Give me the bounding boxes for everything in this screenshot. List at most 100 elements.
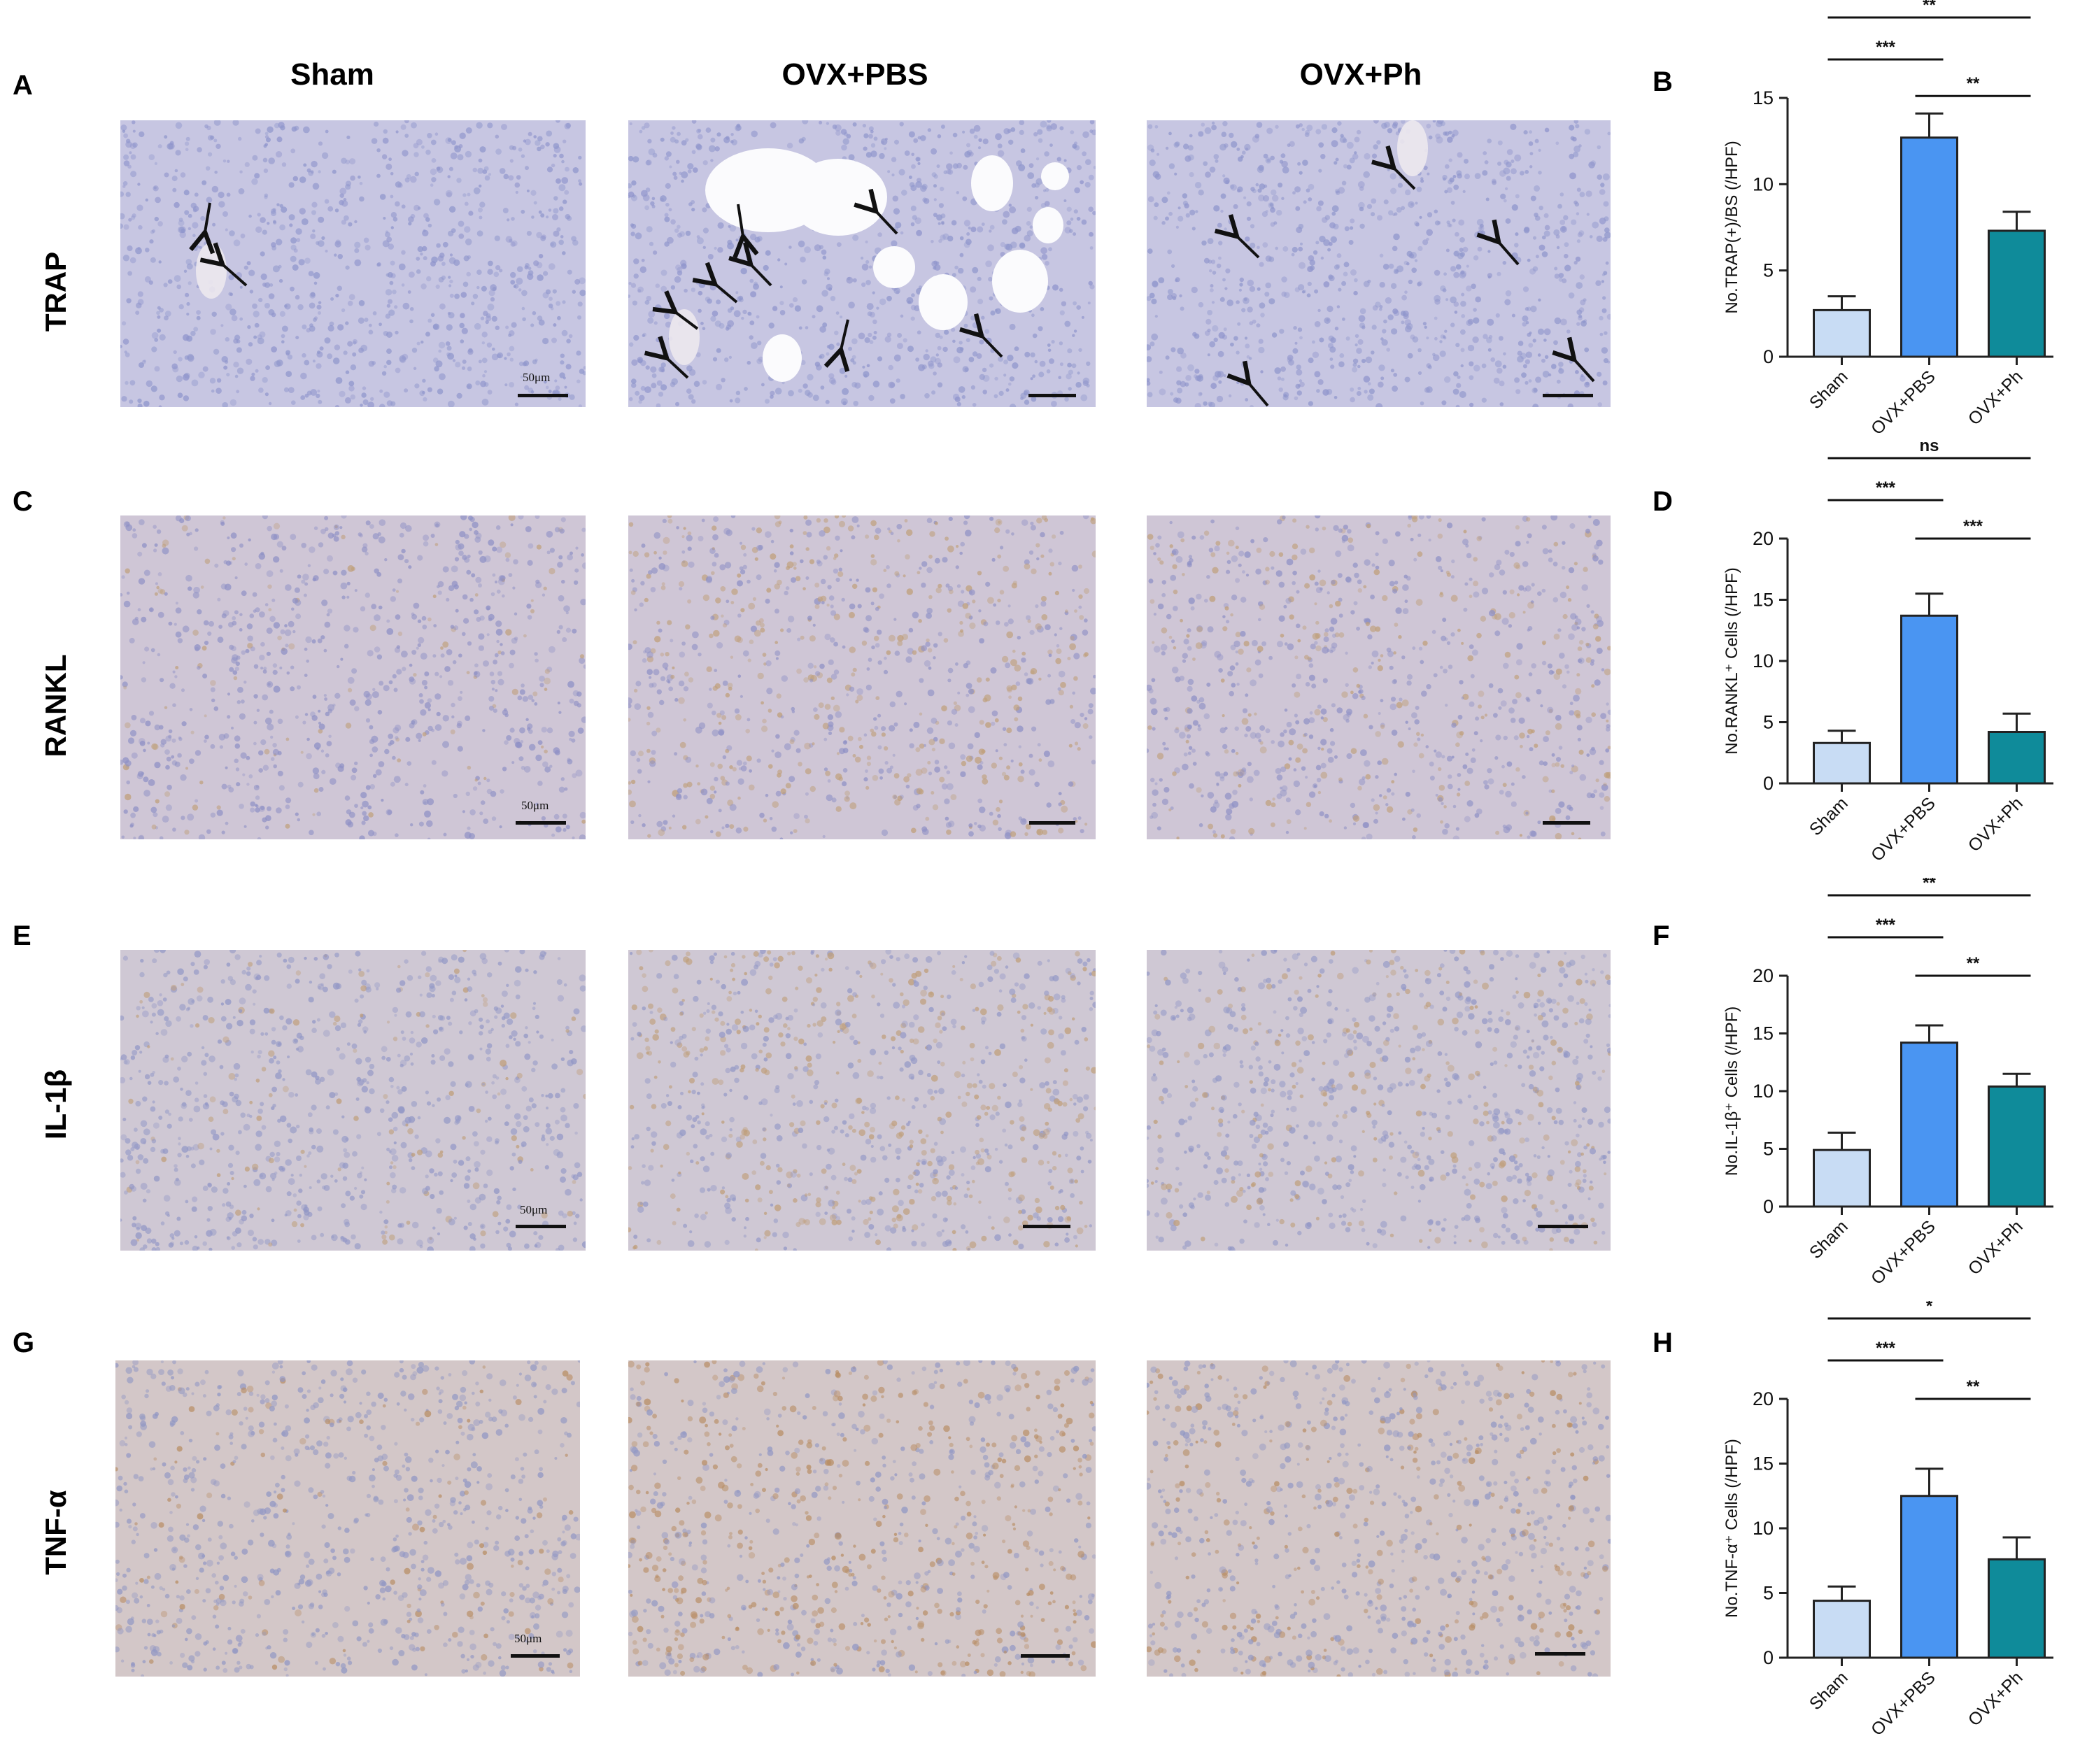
bar-ovx-ph: [1988, 1085, 2046, 1208]
y-axis-label: No.IL-1β⁺ Cells (/HPF): [1722, 1007, 1741, 1176]
x-tick-label: OVX+PBS: [1867, 367, 1939, 439]
x-tick-label: Sham: [1806, 367, 1852, 413]
panel-letter-g: G: [13, 1328, 35, 1358]
arrow-icon: [1226, 360, 1269, 407]
bar-sham: [1813, 741, 1871, 785]
panel-letter-a: A: [13, 70, 33, 101]
x-tick-label: OVX+PBS: [1867, 793, 1939, 865]
significance-label: **: [1923, 0, 1936, 15]
bar-sham: [1813, 308, 1871, 358]
y-tick-label: 15: [1753, 1023, 1774, 1044]
y-tick-label: 10: [1753, 1081, 1774, 1102]
significance-label: **: [1923, 878, 1936, 892]
arrow-icon: [1552, 336, 1595, 383]
panel-letter-b: B: [1653, 66, 1673, 97]
y-tick-label: 10: [1753, 1518, 1774, 1539]
scale-bar: [511, 1654, 560, 1658]
significance-label: ns: [1919, 441, 1939, 455]
x-tick-label: Sham: [1806, 1216, 1852, 1262]
y-tick-label: 0: [1763, 773, 1774, 794]
micrograph-tnfa-sham: [115, 1360, 580, 1677]
y-tick-label: 5: [1763, 1139, 1774, 1160]
row-label-il1b: IL-1β: [39, 1069, 72, 1140]
arrow-icon: [1371, 145, 1416, 190]
arrow-icon: [854, 188, 898, 235]
y-tick-label: 0: [1763, 346, 1774, 367]
x-tick-label: OVX+Ph: [1965, 1216, 2027, 1279]
arrow-icon: [823, 319, 850, 372]
panel-letter-d: D: [1653, 486, 1673, 517]
bar-chart-il1b: 0 5 10 15 20 No.IL-1β⁺ Cells (/HPF) Sham OVX+PB…: [1679, 878, 2092, 1311]
panel-letter-e: E: [13, 920, 31, 951]
scale-bar-label: 50μm: [514, 1632, 542, 1645]
bar-chart-tnfa: 0 5 10 15 20 No.TNF-α⁺ Cells (/HPF) Sham OVX+PB…: [1679, 1301, 2092, 1763]
micrograph-il1b-ovx-pbs: [628, 950, 1096, 1251]
y-tick-label: 20: [1753, 965, 1774, 986]
arrow-icon: [733, 204, 759, 259]
significance-label: **: [1967, 954, 1980, 973]
scale-bar: [1028, 394, 1076, 397]
bar-ovx-pbs: [1900, 614, 1958, 785]
row-label-rankl: RANKL: [39, 654, 72, 757]
x-tick-label: OVX+PBS: [1867, 1216, 1939, 1288]
x-tick-label: OVX+Ph: [1965, 367, 2027, 429]
scale-bar: [518, 394, 568, 397]
arrow-icon: [692, 262, 738, 304]
micrograph-rankl-ovx-pbs: [628, 515, 1096, 839]
column-header-ovx-ph: OVX+Ph: [1299, 57, 1422, 92]
scale-bar-label: 50μm: [523, 371, 551, 384]
x-tick-label: OVX+Ph: [1965, 793, 2027, 855]
x-tick-label: OVX+PBS: [1867, 1667, 1939, 1740]
significance-label: ***: [1876, 916, 1896, 934]
bar-ovx-ph: [1988, 229, 2046, 358]
bar-ovx-pbs: [1900, 1495, 1958, 1659]
y-axis-label: No.TRAP(+)/BS (/HPF): [1722, 141, 1741, 313]
y-tick-label: 15: [1753, 87, 1774, 108]
significance-label: ***: [1876, 478, 1896, 497]
significance-label: ***: [1876, 38, 1896, 57]
micrograph-rankl-ovx-ph: [1147, 515, 1611, 839]
y-tick-label: 5: [1763, 712, 1774, 733]
significance-label: **: [1967, 74, 1980, 93]
panel-letter-h: H: [1653, 1328, 1673, 1358]
panel-letter-c: C: [13, 486, 33, 517]
micrograph-tnfa-ovx-ph: [1147, 1360, 1611, 1677]
micrograph-tnfa-ovx-pbs: [628, 1360, 1096, 1677]
arrow-icon-layer: [189, 145, 1595, 407]
arrow-icon: [1214, 214, 1260, 259]
bar-sham: [1813, 1148, 1871, 1208]
scale-bar: [1021, 1654, 1070, 1658]
scale-bar: [516, 821, 566, 825]
scale-bar-label: 50μm: [521, 799, 549, 812]
micrograph-il1b-sham: [120, 950, 586, 1251]
y-tick-label: 0: [1763, 1647, 1774, 1668]
scale-bar: [1543, 394, 1593, 397]
micrograph-il1b-ovx-ph: [1147, 950, 1611, 1251]
y-tick-label: 20: [1753, 528, 1774, 549]
row-label-tnfa: TNF-α: [39, 1490, 72, 1575]
arrow-icon: [959, 313, 1003, 358]
scale-bar: [516, 1225, 566, 1228]
arrow-icon: [199, 242, 248, 287]
y-tick-label: 0: [1763, 1196, 1774, 1217]
y-tick-label: 20: [1753, 1388, 1774, 1409]
scale-bar: [1535, 1652, 1585, 1656]
micrograph-rankl-sham: [120, 515, 586, 839]
arrow-icon: [1476, 219, 1520, 266]
arrow-icon: [728, 241, 772, 287]
significance-label: **: [1967, 1377, 1980, 1396]
scale-bar-label: 50μm: [520, 1203, 548, 1216]
bar-ovx-ph: [1988, 731, 2046, 785]
significance-label: *: [1926, 1301, 1933, 1316]
arrow-icon: [189, 202, 215, 255]
y-tick-label: 5: [1763, 260, 1774, 281]
scale-bar: [1538, 1225, 1588, 1228]
bar-ovx-ph: [1988, 1558, 2046, 1659]
panel-letter-f: F: [1653, 920, 1670, 951]
x-tick-label: OVX+Ph: [1965, 1667, 2027, 1730]
scale-bar: [1029, 821, 1075, 825]
bar-chart-rankl: 0 5 10 15 20 No.RANKL⁺ Cells (/HPF) Sham OVX+PB…: [1679, 441, 2092, 888]
bar-ovx-pbs: [1900, 1041, 1958, 1208]
bar-ovx-pbs: [1900, 136, 1958, 358]
y-tick-label: 10: [1753, 173, 1774, 194]
